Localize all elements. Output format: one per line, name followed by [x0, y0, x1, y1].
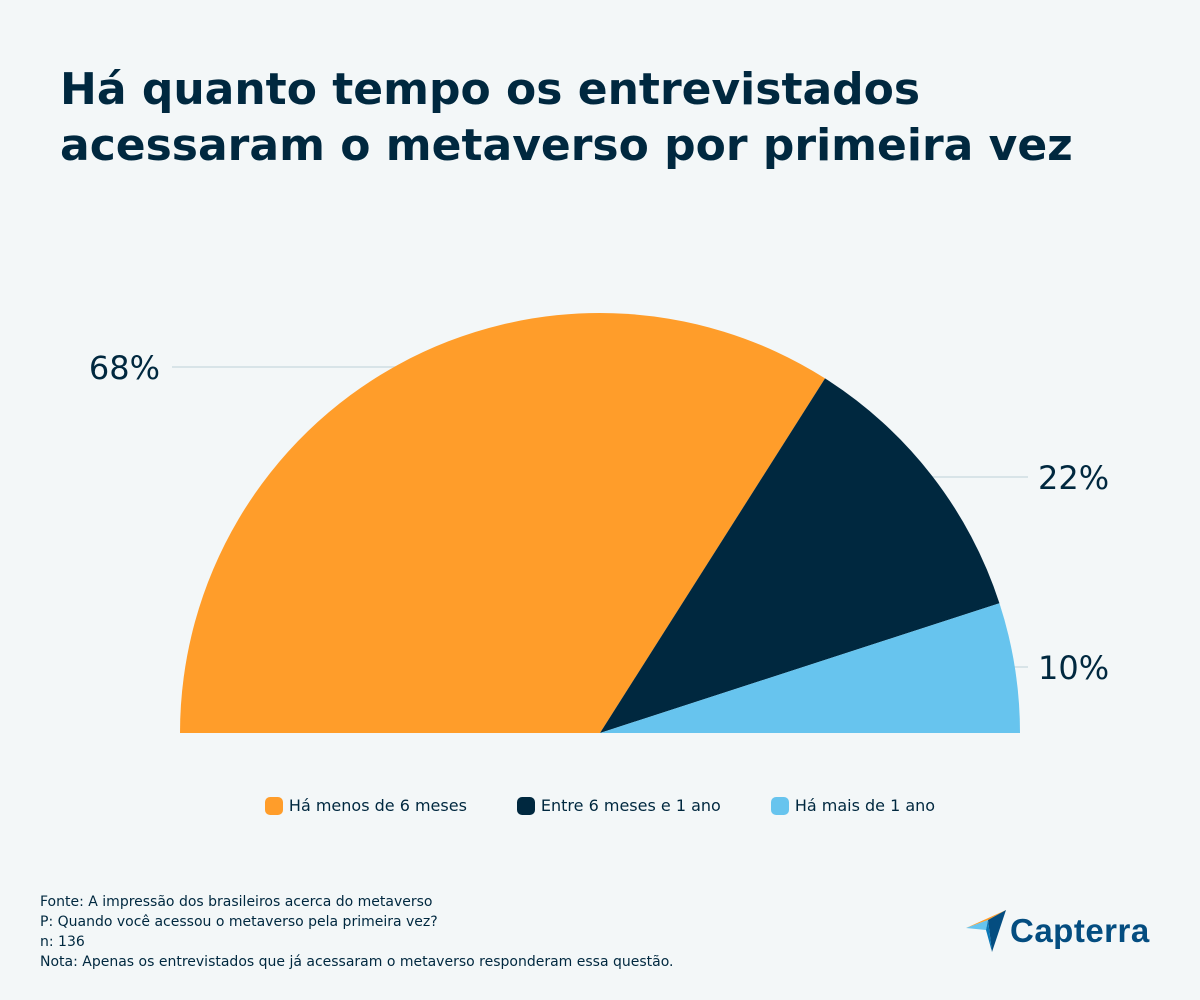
footer-question: P: Quando você acessou o metaverso pela … — [40, 914, 438, 930]
data-label-2: 22% — [1038, 459, 1109, 497]
legend-swatch-1 — [264, 796, 283, 815]
legend: Há menos de 6 meses Entre 6 meses e 1 an… — [0, 796, 1200, 815]
chart-title-line-1: Há quanto tempo os entrevistados — [60, 64, 921, 115]
footer-source: Fonte: A impressão dos brasileiros acerc… — [40, 894, 433, 910]
legend-item-3: Há mais de 1 ano — [770, 796, 936, 815]
legend-label-2: Entre 6 meses e 1 ano — [540, 796, 721, 815]
chart-title: Há quanto tempo os entrevistados acessar… — [60, 62, 1160, 174]
footer-note: Nota: Apenas os entrevistados que já ace… — [40, 954, 674, 970]
legend-item-2: Entre 6 meses e 1 ano — [516, 796, 721, 815]
capterra-logo-icon — [966, 910, 1006, 952]
data-label-1: 68% — [89, 349, 160, 387]
legend-label-1: Há menos de 6 meses — [288, 796, 467, 815]
legend-item-1: Há menos de 6 meses — [264, 796, 467, 815]
capterra-logo-text: Capterra — [1010, 912, 1150, 949]
chart-title-line-2: acessaram o metaverso por primeira vez — [60, 120, 1073, 171]
pie-slice-2 — [600, 378, 1000, 733]
capterra-logo: Capterra — [966, 910, 1150, 952]
footer-notes: Fonte: A impressão dos brasileiros acerc… — [40, 892, 674, 972]
pie-slice-3 — [600, 603, 1020, 733]
legend-swatch-2 — [516, 796, 535, 815]
legend-swatch-3 — [770, 796, 789, 815]
data-label-3: 10% — [1038, 649, 1109, 687]
footer-sample: n: 136 — [40, 934, 85, 950]
legend-label-3: Há mais de 1 ano — [794, 796, 936, 815]
pie-slice-1 — [180, 313, 826, 733]
